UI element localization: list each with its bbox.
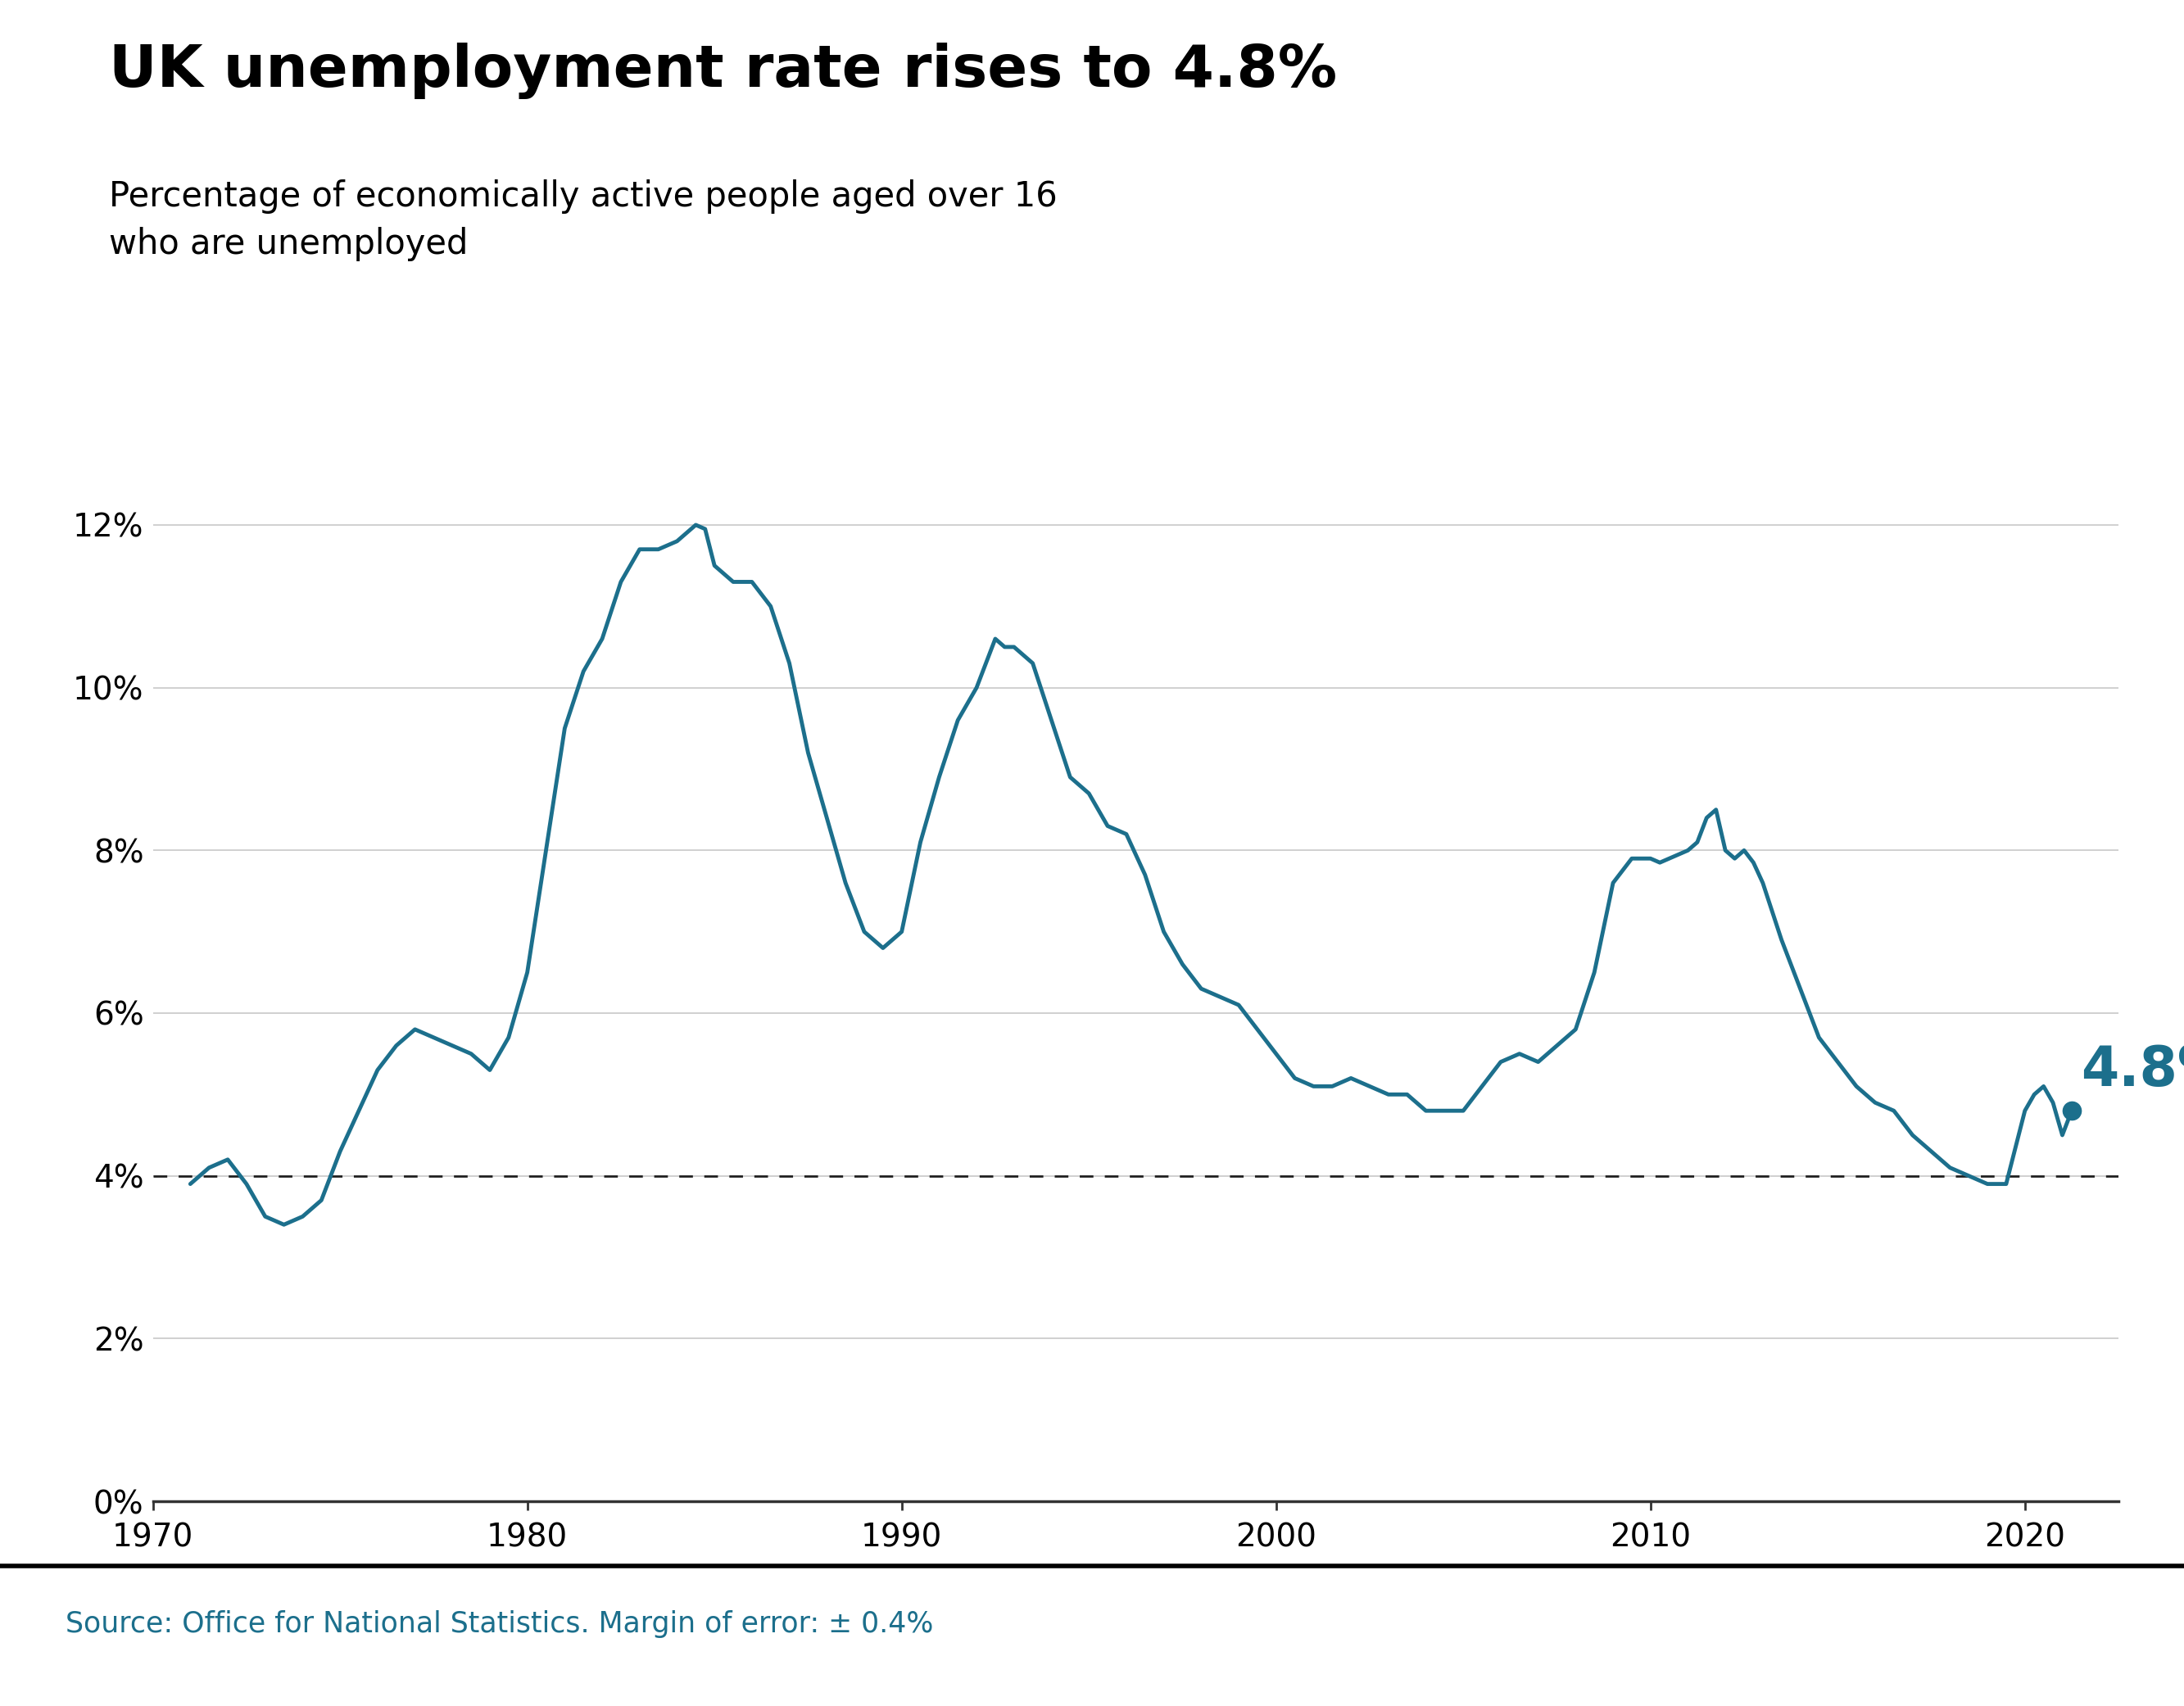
Text: 4.8%: 4.8% [2081,1044,2184,1097]
Text: Source: Office for National Statistics. Margin of error: ± 0.4%: Source: Office for National Statistics. … [66,1610,933,1638]
Text: Percentage of economically active people aged over 16
who are unemployed: Percentage of economically active people… [109,179,1057,261]
Text: UK unemployment rate rises to 4.8%: UK unemployment rate rises to 4.8% [109,43,1337,99]
Text: BBC: BBC [1968,1614,2062,1655]
